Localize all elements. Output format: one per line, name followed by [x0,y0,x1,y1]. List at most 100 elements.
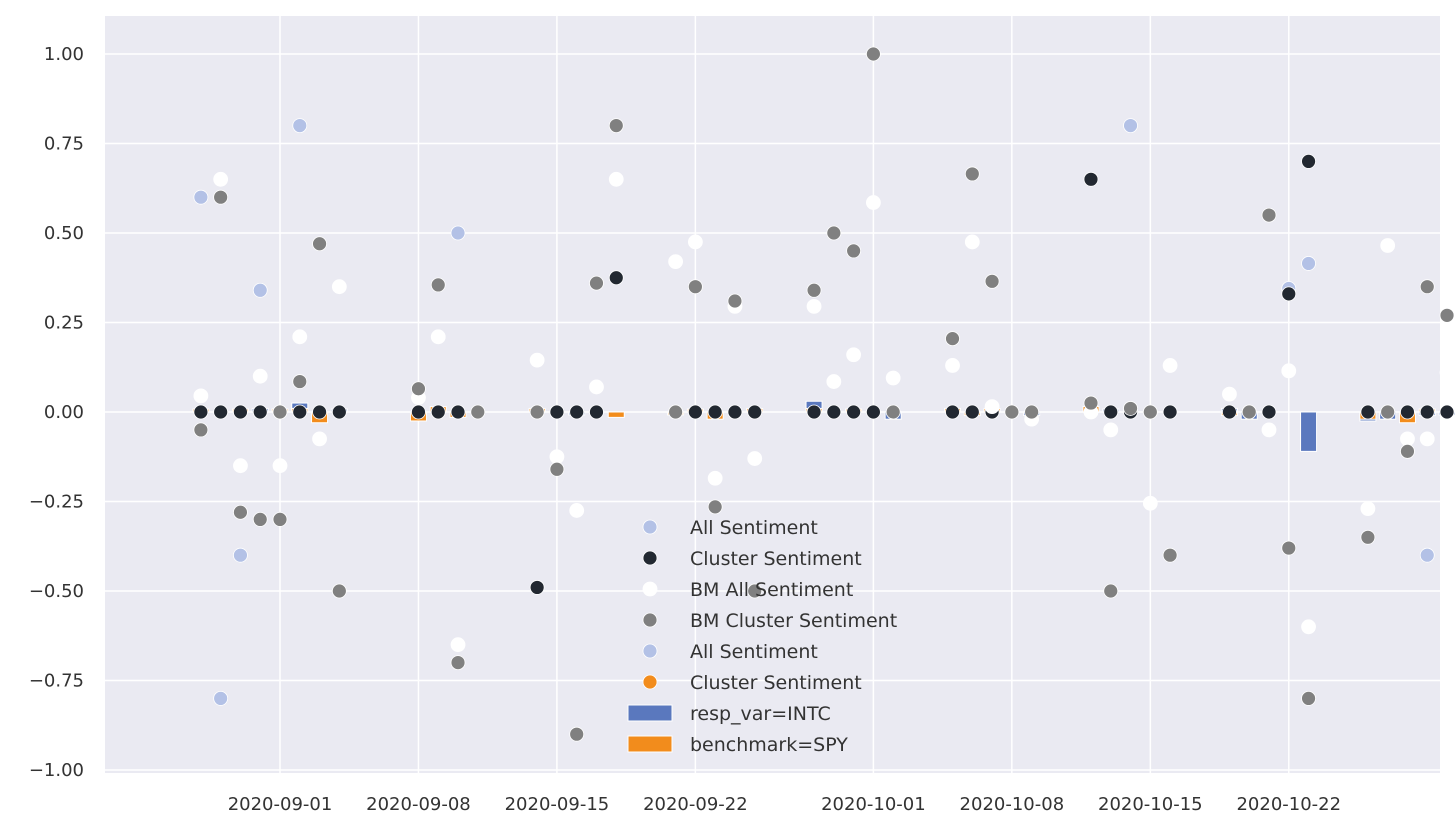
legend-label: All Sentiment [690,517,818,539]
bar-intc [1300,411,1318,452]
point-bm-cluster-sentiment [292,374,308,389]
x-tick-label: 2020-10-08 [960,794,1065,815]
point-bm-cluster-sentiment [727,293,743,309]
point-bm-cluster-sentiment [331,583,347,599]
legend-marker [642,519,658,535]
point-cluster-sentiment [312,404,327,420]
point-bm-all-sentiment [885,370,901,386]
point-bm-all-sentiment [846,347,862,363]
point-bm-all-sentiment [529,352,545,368]
y-tick-label: −1.00 [29,760,84,781]
y-tick-label: 0.50 [44,223,84,244]
point-bm-cluster-sentiment [272,404,288,420]
point-bm-all-sentiment [569,503,585,518]
point-bm-all-sentiment [213,171,229,187]
point-bm-cluster-sentiment [707,499,723,515]
point-bm-cluster-sentiment [252,512,268,527]
legend-marker [642,612,658,628]
point-bm-all-sentiment [964,234,980,250]
point-bm-cluster-sentiment [1301,691,1316,706]
point-bm-cluster-sentiment [885,404,901,420]
point-bm-cluster-sentiment [1024,404,1040,420]
point-cluster-sentiment [1301,153,1316,169]
point-bm-all-sentiment [312,431,327,447]
point-all-sentiment [1419,547,1435,563]
point-cluster-sentiment [1360,404,1376,420]
bar-spy [607,411,625,418]
y-axis-tick-labels: 1.00 0.75 0.50 0.25 0.00 −0.25 −0.50 −0.75 −1.00 [29,44,84,781]
x-tick-label: 2020-10-22 [1236,794,1341,815]
point-bm-all-sentiment [608,171,624,187]
point-bm-all-sentiment [1103,422,1119,438]
legend-label: BM All Sentiment [690,579,853,601]
point-bm-cluster-sentiment [272,512,288,527]
legend-marker [642,550,658,566]
point-bm-all-sentiment [450,637,466,653]
legend-bar-marker [627,704,673,722]
point-bm-cluster-sentiment [747,583,763,599]
point-cluster-sentiment [450,404,466,420]
point-bm-cluster-sentiment [569,726,585,742]
point-bm-all-sentiment [1261,422,1277,438]
point-cluster-sentiment [1261,404,1277,420]
point-cluster-sentiment [727,404,743,420]
point-cluster-sentiment [846,404,862,420]
point-bm-cluster-sentiment [411,381,426,397]
x-tick-label: 2020-09-22 [643,794,748,815]
point-bm-cluster-sentiment [1103,583,1119,599]
point-bm-cluster-sentiment [806,282,822,298]
x-tick-label: 2020-10-15 [1098,794,1203,815]
y-tick-label: 1.00 [44,44,84,65]
y-tick-label: 0.25 [44,313,84,334]
point-bm-cluster-sentiment [826,225,842,241]
point-bm-all-sentiment [806,298,822,314]
point-bm-all-sentiment [272,458,288,474]
legend-marker [642,674,658,690]
point-bm-all-sentiment [945,358,960,373]
point-cluster-sentiment [747,404,763,420]
point-cluster-sentiment [549,404,565,420]
point-all-sentiment [450,225,466,241]
point-bm-cluster-sentiment [1123,401,1138,416]
point-bm-cluster-sentiment [1439,307,1455,323]
point-bm-cluster-sentiment [1400,443,1415,459]
point-cluster-sentiment [411,404,426,420]
point-bm-all-sentiment [1162,358,1178,373]
point-bm-cluster-sentiment [1419,279,1435,295]
point-bm-all-sentiment [430,329,446,345]
point-bm-cluster-sentiment [984,273,1000,289]
point-all-sentiment [213,691,229,706]
point-bm-all-sentiment [707,470,723,486]
point-bm-all-sentiment [233,458,248,474]
point-cluster-sentiment [687,404,703,420]
point-cluster-sentiment [529,580,545,595]
point-bm-cluster-sentiment [1281,540,1297,556]
point-bm-cluster-sentiment [1261,207,1277,223]
legend-label: All Sentiment [690,641,818,663]
point-cluster-sentiment [589,404,604,420]
legend: All Sentiment Cluster Sentiment BM All Sen… [627,517,897,756]
y-tick-label: −0.50 [29,581,84,602]
point-bm-cluster-sentiment [430,277,446,293]
point-all-sentiment [252,282,268,298]
point-all-sentiment [233,547,248,563]
point-bm-cluster-sentiment [529,404,545,420]
scatter-series [193,46,1455,742]
point-bm-cluster-sentiment [668,404,683,420]
point-bm-all-sentiment [984,399,1000,415]
x-tick-label: 2020-10-01 [821,794,926,815]
point-cluster-sentiment [430,404,446,420]
y-tick-label: 0.00 [44,402,84,423]
point-cluster-sentiment [608,270,624,286]
point-bm-all-sentiment [252,368,268,384]
x-tick-label: 2020-09-15 [505,794,610,815]
point-bm-all-sentiment [1301,619,1316,635]
point-bm-all-sentiment [1439,365,1455,381]
point-cluster-sentiment [945,404,960,420]
point-bm-cluster-sentiment [549,461,565,477]
point-bm-all-sentiment [1419,431,1435,447]
legend-label: benchmark=SPY [690,734,848,756]
x-axis-tick-labels: 2020-09-01 2020-09-08 2020-09-15 2020-09-22… [228,794,1341,815]
point-bm-all-sentiment [331,279,347,295]
